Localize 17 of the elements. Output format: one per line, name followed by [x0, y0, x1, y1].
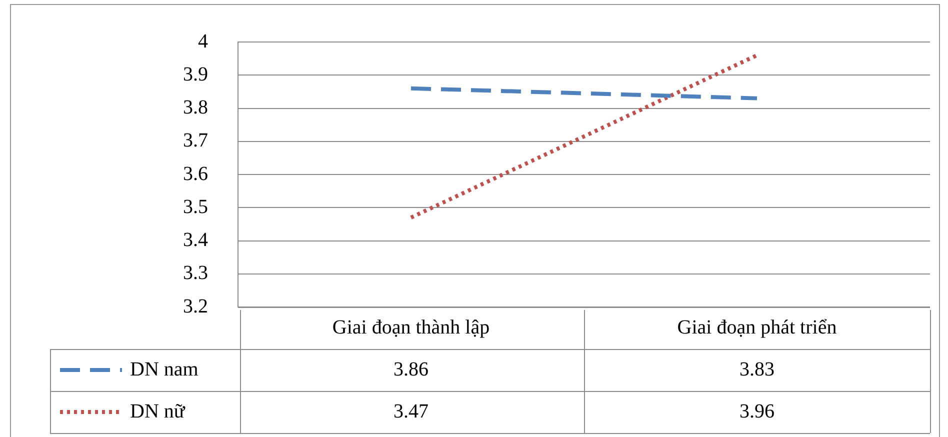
data-label: 3.86	[394, 358, 428, 380]
y-tick-label: 3.9	[183, 63, 208, 86]
y-tick-label: 4	[198, 30, 208, 52]
y-tick-label: 3.8	[183, 96, 208, 118]
y-tick-label: 3.5	[183, 196, 208, 218]
legend-label: DN nam	[130, 358, 199, 380]
y-tick-label: 3.6	[183, 162, 208, 185]
y-tick-label: 3.2	[183, 295, 208, 318]
y-tick-label: 3.7	[183, 130, 208, 152]
x-tick-label: Giai đoạn phát triển	[677, 316, 837, 338]
y-tick-label: 3.4	[183, 229, 208, 251]
data-label: 3.96	[740, 400, 774, 422]
x-tick-label: Giai đoạn thành lập	[332, 316, 490, 338]
data-label: 3.83	[740, 358, 774, 380]
y-tick-label: 3.3	[183, 262, 208, 284]
data-label: 3.47	[394, 400, 428, 422]
legend-label: DN nữ	[130, 400, 186, 422]
